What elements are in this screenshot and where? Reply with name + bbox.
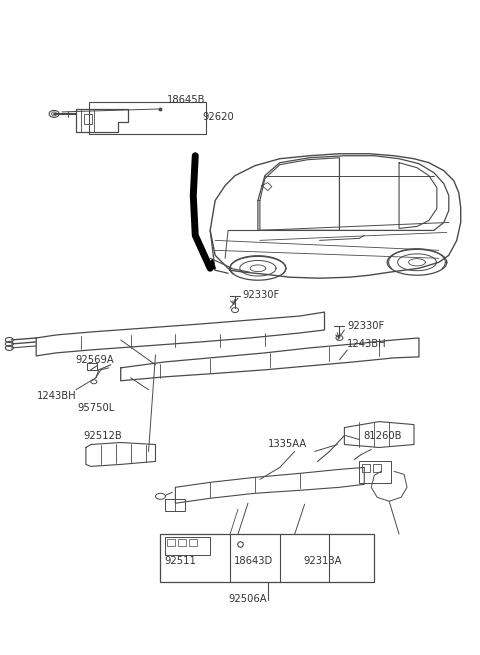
Text: 95750L: 95750L	[77, 403, 114, 413]
Text: 1243BH: 1243BH	[37, 391, 77, 401]
Text: 92512B: 92512B	[83, 430, 121, 441]
Text: 92620: 92620	[202, 112, 234, 122]
Text: 92511: 92511	[165, 556, 196, 566]
Text: 92313A: 92313A	[304, 556, 342, 566]
Bar	[160, 534, 374, 582]
Text: 92569A: 92569A	[75, 355, 114, 365]
Bar	[168, 539, 175, 546]
Bar	[166, 499, 185, 511]
Bar	[87, 363, 97, 370]
Text: 92330F: 92330F	[348, 321, 384, 331]
Bar	[362, 464, 370, 472]
Bar	[373, 464, 381, 472]
Text: 92506A: 92506A	[228, 594, 267, 604]
Text: 18645B: 18645B	[167, 95, 205, 105]
Bar	[84, 114, 92, 124]
Text: 92330F: 92330F	[242, 290, 279, 300]
Bar	[360, 461, 391, 483]
Text: 81260B: 81260B	[363, 430, 402, 441]
Text: 18643D: 18643D	[234, 556, 273, 566]
Text: 1335AA: 1335AA	[268, 438, 307, 449]
Bar	[166, 537, 210, 555]
Bar	[179, 539, 186, 546]
Bar	[89, 102, 206, 134]
Bar	[189, 539, 197, 546]
Text: 1243BH: 1243BH	[348, 339, 387, 349]
